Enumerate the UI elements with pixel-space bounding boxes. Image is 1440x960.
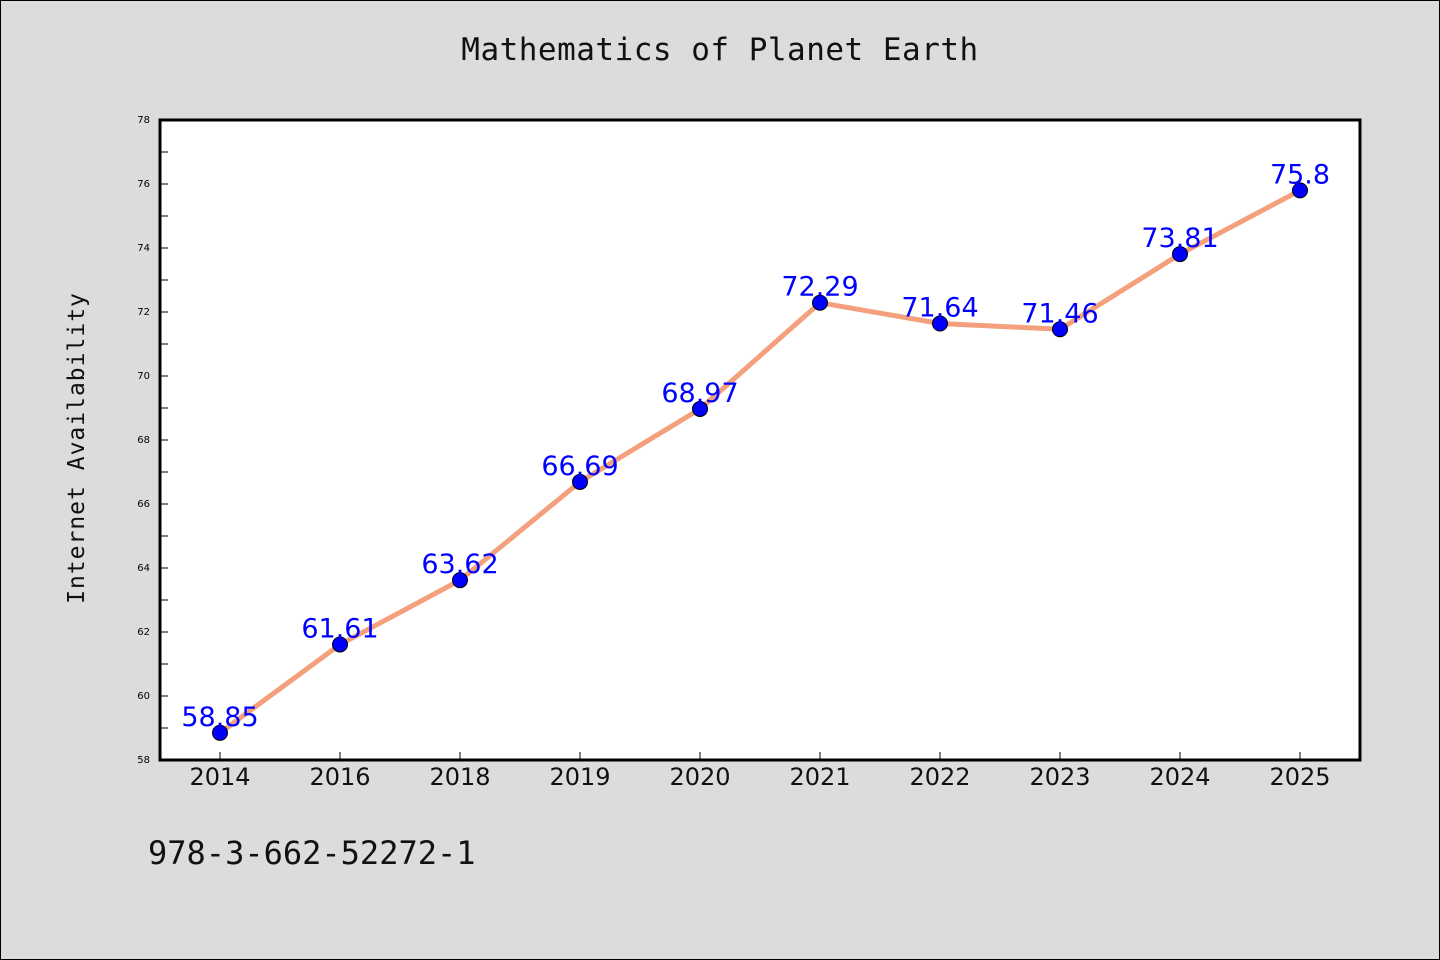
footnote-isbn: 978-3-662-52272-1 xyxy=(148,834,476,872)
plot-area xyxy=(160,120,1360,760)
y-tick-label: 72 xyxy=(137,307,150,318)
data-point-marker xyxy=(1052,321,1068,338)
data-point-marker xyxy=(332,636,348,653)
chart-title: Mathematics of Planet Earth xyxy=(461,32,979,68)
y-tick-label: 58 xyxy=(137,755,150,766)
data-label: 66.69 xyxy=(541,451,618,482)
data-label: 71.46 xyxy=(1021,298,1098,329)
data-point-marker xyxy=(572,473,588,490)
data-point-marker xyxy=(1292,182,1308,199)
data-labels: 58.85 61.61 63.62 66.69 68.97 72.29 71.64 71.46… xyxy=(181,159,1330,732)
x-tick-label: 2020 xyxy=(669,763,730,791)
data-point-marker xyxy=(932,315,948,332)
series-markers xyxy=(212,182,1308,741)
x-tick-label: 2022 xyxy=(909,763,970,791)
y-tick-label: 78 xyxy=(137,115,150,126)
y-tick-label: 68 xyxy=(137,435,150,446)
x-tick-label: 2024 xyxy=(1149,763,1210,791)
y-tick-label: 76 xyxy=(137,179,150,190)
data-point-marker xyxy=(692,400,708,417)
y-tick-label: 66 xyxy=(137,499,150,510)
x-tick-label: 2025 xyxy=(1269,763,1330,791)
data-label: 73.81 xyxy=(1141,223,1218,254)
data-point-marker xyxy=(1172,246,1188,263)
data-label: 71.64 xyxy=(901,293,978,324)
y-tick-label: 70 xyxy=(137,371,150,382)
series-line xyxy=(217,187,1303,736)
x-axis-ticks: 2014 2016 2018 2019 2020 2021 2022 2023 2024 2025 xyxy=(189,752,1331,791)
y-tick-label: 64 xyxy=(137,563,150,574)
y-tick-label: 60 xyxy=(137,691,150,702)
data-point-marker xyxy=(452,572,468,589)
data-point-marker xyxy=(812,294,828,311)
data-point-marker xyxy=(212,724,228,741)
y-axis-ticks: 58 60 62 64 66 68 70 72 74 76 78 xyxy=(137,115,168,766)
data-label: 63.62 xyxy=(421,549,498,580)
plot-border xyxy=(158,118,1362,762)
x-tick-label: 2018 xyxy=(429,763,490,791)
data-label: 75.8 xyxy=(1270,159,1330,190)
y-tick-label: 74 xyxy=(137,243,150,254)
x-tick-label: 2023 xyxy=(1029,763,1090,791)
x-tick-label: 2021 xyxy=(789,763,850,791)
x-tick-label: 2019 xyxy=(549,763,610,791)
data-label: 61.61 xyxy=(301,613,378,644)
x-tick-label: 2014 xyxy=(189,763,250,791)
y-tick-label: 62 xyxy=(137,627,150,638)
data-label: 72.29 xyxy=(781,272,858,303)
data-label: 58.85 xyxy=(181,702,258,733)
x-tick-label: 2016 xyxy=(309,763,370,791)
data-label: 68.97 xyxy=(661,378,738,409)
